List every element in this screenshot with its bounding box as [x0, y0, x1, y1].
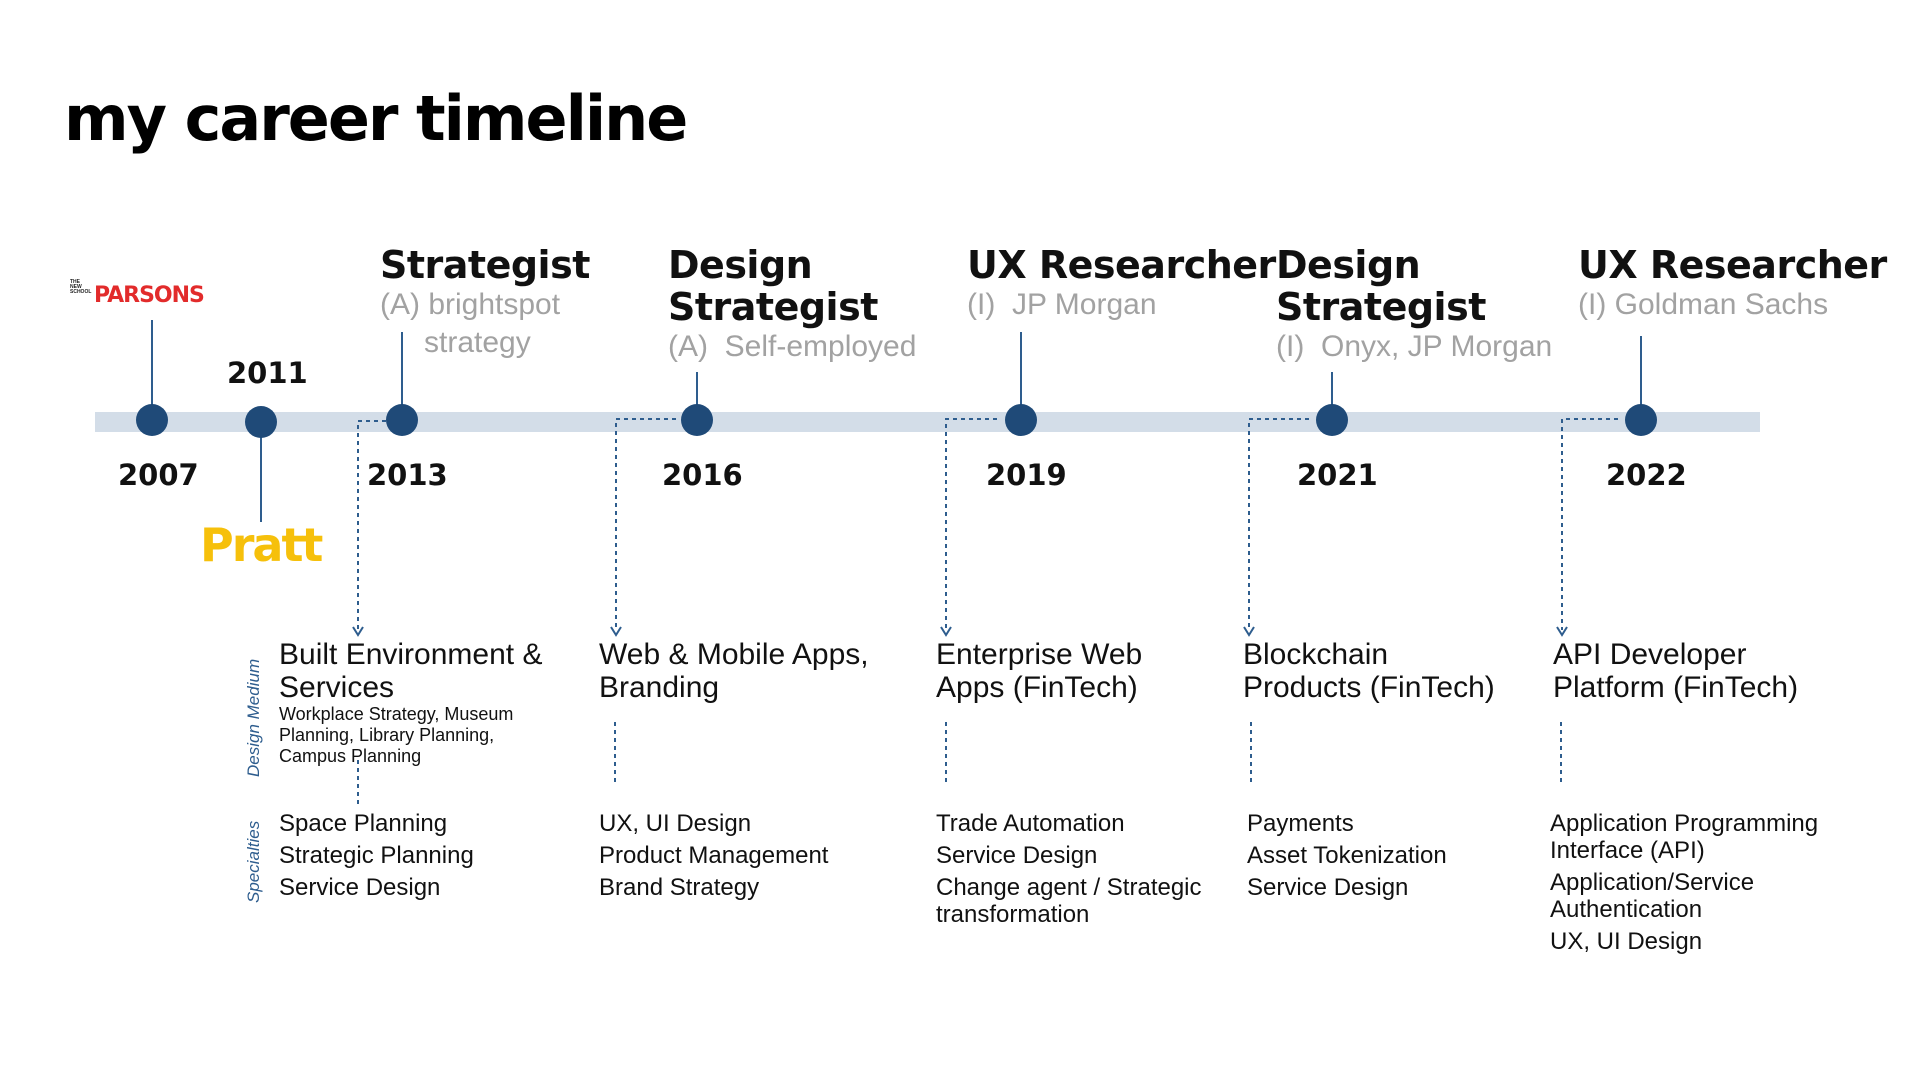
medium-detail: Campus Planning [279, 746, 422, 766]
medium-detail: Planning, Library Planning, [279, 725, 495, 745]
role-org: (I) JP Morgan [967, 288, 1157, 321]
medium-title: Services [279, 671, 395, 704]
node-2007 [136, 404, 168, 436]
role-org: (I) Onyx, JP Morgan [1276, 330, 1553, 363]
role-title: Strategist [380, 243, 590, 287]
year-2021: 2021 [1297, 458, 1378, 492]
specialty-item: Application/Service Authentication [1550, 869, 1755, 923]
medium-2021: Blockchain Products (FinTech) [1243, 638, 1495, 704]
medium-2013: Built Environment & Services Workplace S… [279, 638, 569, 767]
arrowhead-2022 [1556, 626, 1568, 637]
year-2013: 2013 [367, 458, 448, 492]
medium-title: Built Environment & [279, 638, 543, 671]
role-2013: Strategist (A) brightspot strategy [380, 244, 590, 362]
specialty-item: UX, UI Design [599, 810, 752, 837]
specialty-item: UX, UI Design [1550, 928, 1703, 955]
arrowhead-2013 [352, 626, 364, 637]
role-org: strategy [424, 326, 531, 359]
arrowhead-2016 [610, 626, 622, 637]
specialties-2022: Application Programming Interface (API) … [1550, 810, 1850, 960]
dashed-arrow-2021 [1248, 418, 1309, 630]
role-title: Strategist [1276, 285, 1486, 329]
node-2022 [1625, 404, 1657, 436]
role-2022: UX Researcher (I) Goldman Sachs [1578, 244, 1887, 324]
node-2021 [1316, 404, 1348, 436]
specialty-item: Trade Automation [936, 810, 1125, 837]
role-title: Design [668, 243, 813, 287]
specialty-item: Payments [1247, 810, 1354, 837]
specialty-item: Brand Strategy [599, 874, 760, 901]
role-2016: Design Strategist (A) Self-employed [668, 244, 916, 366]
role-title: UX Researcher [1578, 243, 1887, 287]
specialties-2013: Space Planning Strategic Planning Servic… [279, 810, 579, 906]
medium-title: Blockchain [1243, 638, 1389, 671]
year-2007: 2007 [118, 458, 199, 492]
role-2021: Design Strategist (I) Onyx, JP Morgan [1276, 244, 1552, 366]
parsons-name: PARSONS [94, 283, 205, 308]
parsons-logo: THE NEW SCHOOL PARSONS [70, 279, 205, 309]
specialty-item: Service Design [936, 842, 1098, 869]
parsons-school-line: SCHOOL [70, 289, 92, 295]
medium-title: Products (FinTech) [1243, 671, 1495, 704]
medium-title: API Developer [1553, 638, 1747, 671]
medium-title: Web & Mobile Apps, [599, 638, 869, 671]
timeline-track [95, 412, 1760, 432]
page-title: my career timeline [64, 82, 688, 155]
node-2013 [386, 404, 418, 436]
year-2022: 2022 [1606, 458, 1687, 492]
year-2011: 2011 [227, 356, 308, 390]
specialties-2021: Payments Asset Tokenization Service Desi… [1247, 810, 1537, 906]
role-org: (A) Self-employed [668, 330, 917, 363]
role-2019: UX Researcher (I) JP Morgan [967, 244, 1276, 324]
medium-detail: Workplace Strategy, Museum [279, 704, 514, 724]
medium-2022: API Developer Platform (FinTech) [1553, 638, 1798, 704]
specialty-item: Change agent / Strategic transformation [936, 874, 1202, 928]
specialty-item: Asset Tokenization [1247, 842, 1447, 869]
specialty-item: Product Management [599, 842, 829, 869]
dashed-arrow-2022 [1561, 418, 1618, 630]
node-2011 [245, 406, 277, 438]
specialty-item: Space Planning [279, 810, 448, 837]
medium-title: Branding [599, 671, 720, 704]
dashed-arrow-2019 [945, 418, 997, 630]
node-2019 [1005, 404, 1037, 436]
dashed-arrow-2016 [615, 418, 676, 630]
specialty-item: Application Programming Interface (API) [1550, 810, 1819, 864]
role-title: UX Researcher [967, 243, 1276, 287]
medium-2019: Enterprise Web Apps (FinTech) [936, 638, 1142, 704]
role-org: (I) Goldman Sachs [1578, 288, 1829, 321]
specialties-label: Specialties [244, 820, 263, 903]
specialties-2016: UX, UI Design Product Management Brand S… [599, 810, 899, 906]
year-2019: 2019 [986, 458, 1067, 492]
parsons-school-line: NEW [70, 284, 82, 290]
specialties-2019: Trade Automation Service Design Change a… [936, 810, 1226, 933]
role-org: (A) brightspot [380, 288, 561, 321]
arrowhead-2019 [940, 626, 952, 637]
medium-title: Enterprise Web [936, 638, 1143, 671]
year-2016: 2016 [662, 458, 743, 492]
role-title: Strategist [668, 285, 878, 329]
specialty-item: Service Design [1247, 874, 1409, 901]
node-2016 [681, 404, 713, 436]
dashed-arrow-2013 [357, 420, 386, 630]
pratt-logo: Pratt [200, 518, 323, 572]
role-title: Design [1276, 243, 1421, 287]
parsons-school-line: THE [70, 279, 80, 285]
specialty-item: Service Design [279, 874, 441, 901]
medium-2016: Web & Mobile Apps, Branding [599, 638, 869, 704]
medium-title: Platform (FinTech) [1553, 671, 1799, 704]
specialty-item: Strategic Planning [279, 842, 474, 869]
arrowhead-2021 [1243, 626, 1255, 637]
design-medium-label: Design Medium [244, 658, 263, 777]
medium-title: Apps (FinTech) [936, 671, 1138, 704]
